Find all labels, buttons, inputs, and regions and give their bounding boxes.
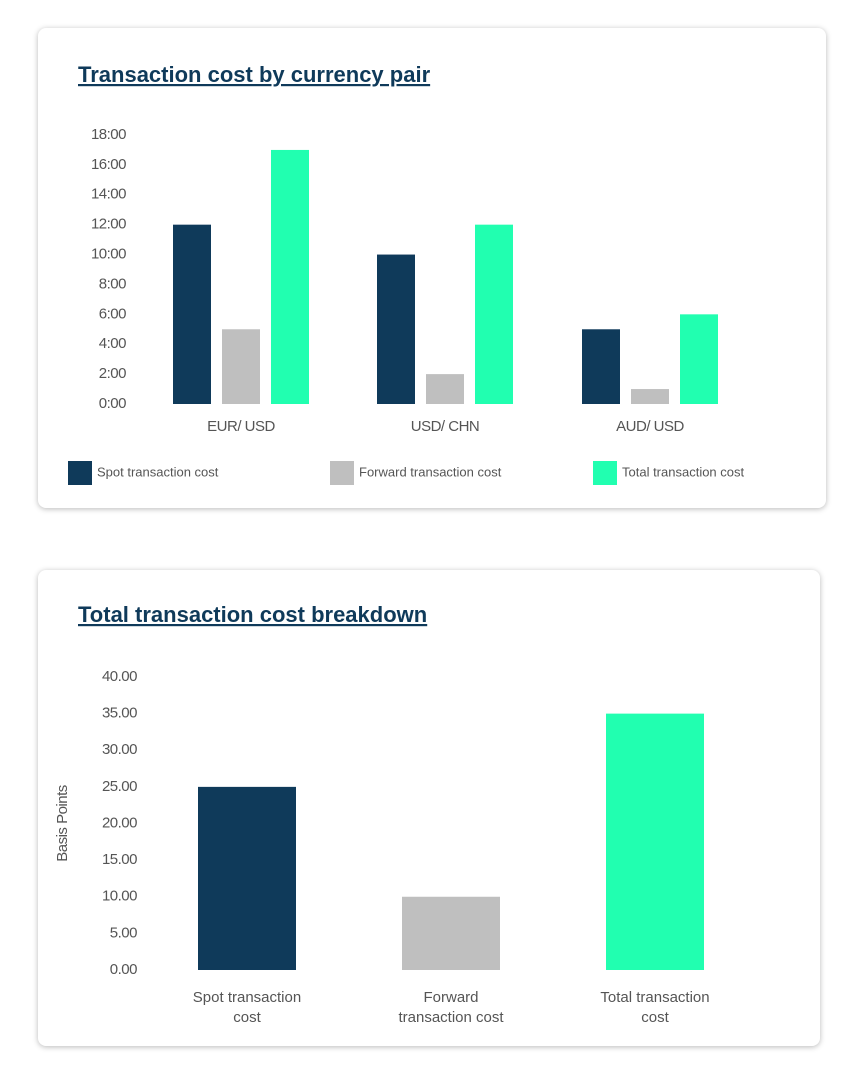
- bar: [631, 389, 669, 404]
- y-tick-label: 10.00: [102, 888, 137, 905]
- bar: [475, 224, 513, 404]
- y-tick-label: 6:00: [99, 305, 126, 322]
- x-tick-label: Forward transaction cost: [398, 989, 504, 1026]
- y-tick-label: 30.00: [102, 741, 137, 758]
- legend-swatch: [68, 461, 92, 485]
- x-tick-label: USD/ CHN: [411, 418, 480, 435]
- bar: [680, 314, 718, 404]
- legend-label: Total transaction cost: [622, 464, 745, 479]
- x-tick-label-box: Total transaction cost: [600, 989, 710, 1026]
- legend-label: Forward transaction cost: [359, 464, 502, 479]
- bar: [271, 149, 309, 404]
- bar: [198, 786, 296, 970]
- x-tick-label-box: Forward transaction cost: [398, 989, 504, 1026]
- bar: [377, 254, 415, 404]
- bar: [606, 713, 704, 970]
- y-tick-label: 12:00: [91, 216, 126, 233]
- y-tick-label: 16:00: [91, 156, 126, 173]
- bar: [222, 329, 260, 404]
- x-tick-label: Spot transaction cost: [192, 989, 302, 1026]
- y-tick-label: 4:00: [99, 335, 126, 352]
- bar: [582, 329, 620, 404]
- legend-swatch: [330, 461, 354, 485]
- chart-title: Transaction cost by currency pair: [78, 62, 431, 87]
- y-tick-label: 5.00: [110, 924, 137, 941]
- x-tick-label: Total transaction cost: [600, 989, 710, 1026]
- y-tick-label: 0.00: [110, 961, 137, 978]
- legend-swatch: [593, 461, 617, 485]
- y-tick-label: 25.00: [102, 778, 137, 795]
- y-tick-label: 10:00: [91, 246, 126, 263]
- card: [38, 28, 826, 508]
- y-tick-label: 0:00: [99, 395, 126, 412]
- y-tick-label: 2:00: [99, 365, 126, 382]
- y-tick-label: 8:00: [99, 275, 126, 292]
- chart-title: Total transaction cost breakdown: [78, 602, 427, 627]
- y-tick-label: 20.00: [102, 814, 137, 831]
- y-tick-label: 14:00: [91, 186, 126, 203]
- x-tick-label-box: Spot transaction cost: [192, 989, 302, 1026]
- y-axis-label: Basis Points: [54, 785, 71, 862]
- legend-label: Spot transaction cost: [97, 464, 219, 479]
- bar: [173, 224, 211, 404]
- y-tick-label: 15.00: [102, 851, 137, 868]
- y-tick-label: 35.00: [102, 705, 137, 722]
- bar: [402, 896, 500, 970]
- y-tick-label: 18:00: [91, 126, 126, 143]
- y-tick-label: 40.00: [102, 668, 137, 685]
- x-tick-label: EUR/ USD: [207, 418, 275, 435]
- bar: [426, 374, 464, 404]
- x-tick-label: AUD/ USD: [616, 418, 684, 435]
